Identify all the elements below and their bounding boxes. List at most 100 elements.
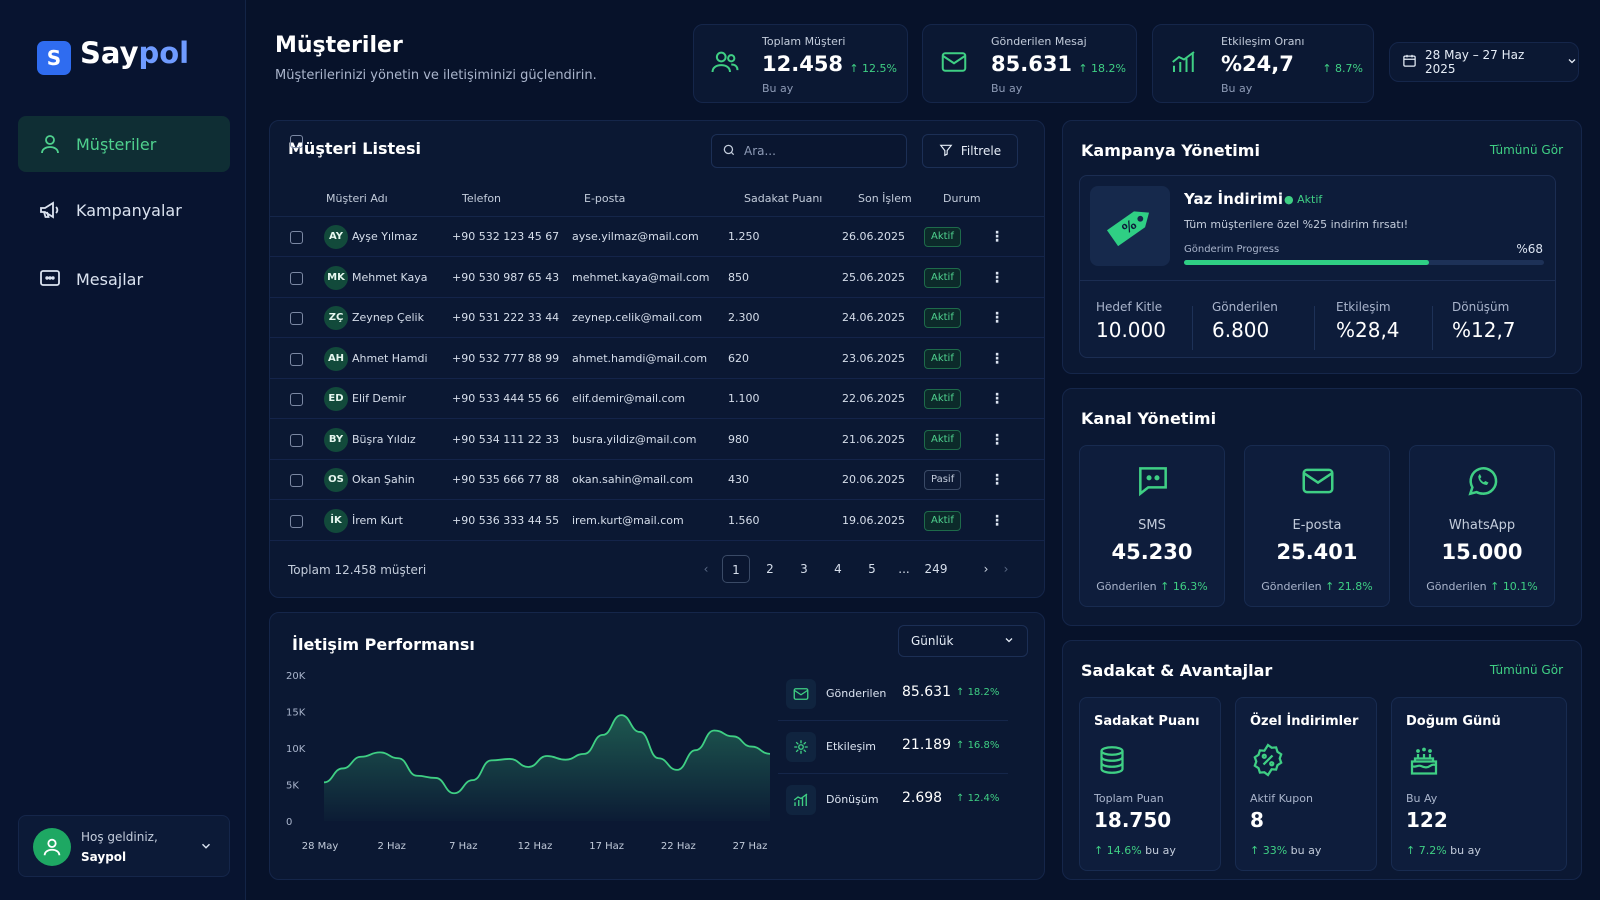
customer-points: 430 [728, 473, 749, 486]
row-checkbox[interactable] [290, 514, 303, 528]
last-page-button[interactable]: › [1003, 562, 1009, 576]
channel-card-whatsapp[interactable]: WhatsApp 15.000 Gönderilen ↑ 10.1% [1409, 445, 1555, 607]
customer-phone: +90 531 222 33 44 [452, 311, 560, 324]
col-header-last[interactable]: Son İşlem [858, 192, 912, 205]
channel-change-value: 10.1% [1502, 580, 1538, 593]
table-row[interactable]: OS Okan Şahin +90 535 666 77 88 okan.sahin@… [270, 460, 1044, 500]
divider [270, 216, 1044, 217]
more-options-icon[interactable]: ⋮ [990, 431, 1004, 448]
customer-name[interactable]: Ayşe Yılmaz [352, 230, 418, 243]
stat-value: %24,7 [1221, 52, 1294, 76]
loyalty-change-suffix: bu ay [1145, 844, 1176, 857]
user-menu[interactable]: Hoş geldiniz, Saypol [18, 815, 230, 877]
calendar-icon [1402, 53, 1417, 71]
metric-label: Dönüşüm [1452, 300, 1510, 314]
col-header-email[interactable]: E-posta [584, 192, 626, 205]
loyalty-card-discounts[interactable]: Özel İndirimler Aktif Kupon 8 ↑ 33% bu a… [1235, 697, 1377, 871]
customer-email: elif.demir@mail.com [572, 392, 686, 405]
logo-text-b: pol [138, 36, 190, 70]
page-button[interactable]: 2 [766, 562, 774, 576]
row-checkbox[interactable] [290, 433, 303, 447]
channel-name: SMS [1138, 518, 1166, 533]
more-options-icon[interactable]: ⋮ [990, 512, 1004, 529]
date-range-picker[interactable]: 28 May – 27 Haz 2025 [1389, 42, 1579, 82]
loyalty-card-birthday[interactable]: Doğum Günü Bu Ay 122 ↑ 7.2% bu ay [1391, 697, 1567, 871]
campaign-view-all-link[interactable]: Tümünü Gör [1489, 143, 1563, 157]
channel-card-email[interactable]: E-posta 25.401 Gönderilen ↑ 21.8% [1244, 445, 1390, 607]
prev-page-button[interactable]: ‹ [703, 562, 709, 576]
filter-button[interactable]: Filtrele [922, 134, 1018, 168]
customer-name[interactable]: Büşra Yıldız [352, 432, 416, 446]
channel-title: Kanal Yönetimi [1081, 409, 1217, 428]
channel-foot-label: Gönderilen [1096, 580, 1157, 593]
perf-stat-change: ↑ 16.8% [956, 740, 1000, 751]
channel-change: ↑ 21.8% [1325, 580, 1373, 593]
page-button[interactable]: 4 [834, 562, 842, 576]
table-row[interactable]: ZÇ Zeynep Çelik +90 531 222 33 44 zeynep.ce… [270, 298, 1044, 338]
row-checkbox[interactable] [290, 393, 303, 406]
table-row[interactable]: AH Ahmet Hamdi +90 532 777 88 99 ahmet.hamd… [270, 339, 1044, 379]
more-options-icon[interactable]: ⋮ [990, 269, 1004, 286]
users-icon [710, 47, 740, 81]
table-row[interactable]: MK Mehmet Kaya +90 530 987 65 43 mehmet.kay… [270, 258, 1044, 298]
more-options-icon[interactable]: ⋮ [990, 229, 1004, 245]
customer-email: zeynep.celik@mail.com [572, 311, 703, 324]
perf-stat-conversion: Dönüşüm 2.698 ↑ 12.4% [778, 773, 1008, 827]
select-all-checkbox[interactable] [290, 135, 303, 148]
campaign-card[interactable]: % Yaz İndirimi ● Aktif Tüm müşterilere ö… [1079, 175, 1556, 358]
row-checkbox[interactable] [290, 474, 303, 487]
more-options-icon[interactable]: ⋮ [990, 310, 1004, 326]
table-row[interactable]: BY Büşra Yıldız +90 534 111 22 33 busra.yil… [270, 420, 1044, 460]
loyalty-card-points[interactable]: Sadakat Puanı Toplam Puan 18.750 ↑ 14.6%… [1079, 697, 1221, 871]
user-name: Saypol [81, 850, 127, 864]
customer-phone: +90 532 123 45 67 [452, 230, 560, 243]
nav-item-musteriler[interactable]: Müşteriler [18, 116, 230, 172]
customer-name[interactable]: Okan Şahin [352, 473, 415, 486]
row-checkbox[interactable] [290, 231, 303, 244]
loyalty-card-value: 8 [1250, 808, 1264, 832]
channel-footer: Gönderilen ↑ 16.3% [1080, 580, 1224, 593]
nav-item-mesajlar[interactable]: Mesajlar [18, 251, 230, 307]
more-options-icon[interactable]: ⋮ [990, 350, 1004, 367]
page-button[interactable]: 249 [924, 562, 948, 576]
customer-last-action: 26.06.2025 [842, 230, 905, 243]
next-page-button[interactable]: › [983, 562, 989, 576]
stat-value: 85.631 [991, 52, 1073, 76]
page-button[interactable]: 1 [722, 555, 750, 583]
col-header-status[interactable]: Durum [943, 192, 981, 205]
customer-initials: İK [324, 508, 348, 533]
col-header-phone[interactable]: Telefon [462, 192, 502, 205]
customer-name[interactable]: Zeynep Çelik [352, 311, 424, 324]
perf-stat-change: ↑ 12.4% [956, 793, 1000, 804]
row-checkbox[interactable] [290, 312, 303, 325]
search-input[interactable]: Ara... [711, 134, 907, 168]
table-row[interactable]: AY Ayşe Yılmaz +90 532 123 45 67 ayse.yilma… [270, 217, 1044, 257]
customer-name[interactable]: Ahmet Hamdi [352, 351, 428, 365]
period-select[interactable]: Günlük [898, 625, 1028, 657]
x-tick-label: 7 Haz [449, 841, 477, 852]
chevron-down-icon [1566, 55, 1578, 70]
nav-item-kampanyalar[interactable]: Kampanyalar [18, 182, 230, 238]
col-header-points[interactable]: Sadakat Puanı [744, 192, 823, 205]
perf-stat-label: Dönüşüm [826, 793, 879, 806]
channel-card-sms[interactable]: SMS 45.230 Gönderilen ↑ 16.3% [1079, 445, 1225, 607]
row-checkbox[interactable] [290, 352, 303, 366]
page-button[interactable]: 3 [800, 562, 808, 576]
table-row[interactable]: İK İrem Kurt +90 536 333 44 55 irem.kurt@ma… [270, 501, 1044, 541]
customer-name[interactable]: Elif Demir [352, 392, 406, 405]
customer-email: okan.sahin@mail.com [572, 473, 694, 486]
more-options-icon[interactable]: ⋮ [990, 391, 1004, 407]
customer-phone: +90 530 987 65 43 [452, 270, 560, 284]
customer-name[interactable]: İrem Kurt [352, 513, 403, 527]
page-button[interactable]: 5 [868, 562, 876, 576]
loyalty-view-all-link[interactable]: Tümünü Gör [1489, 663, 1563, 677]
filter-icon [939, 143, 953, 160]
customer-points: 1.100 [728, 392, 760, 405]
status-badge: Aktif [924, 389, 961, 409]
customer-points: 1.560 [728, 513, 760, 527]
row-checkbox[interactable] [290, 271, 303, 285]
table-row[interactable]: ED Elif Demir +90 533 444 55 66 elif.demir@… [270, 379, 1044, 419]
col-header-name[interactable]: Müşteri Adı [326, 192, 388, 205]
customer-name[interactable]: Mehmet Kaya [352, 270, 428, 284]
more-options-icon[interactable]: ⋮ [990, 472, 1004, 488]
